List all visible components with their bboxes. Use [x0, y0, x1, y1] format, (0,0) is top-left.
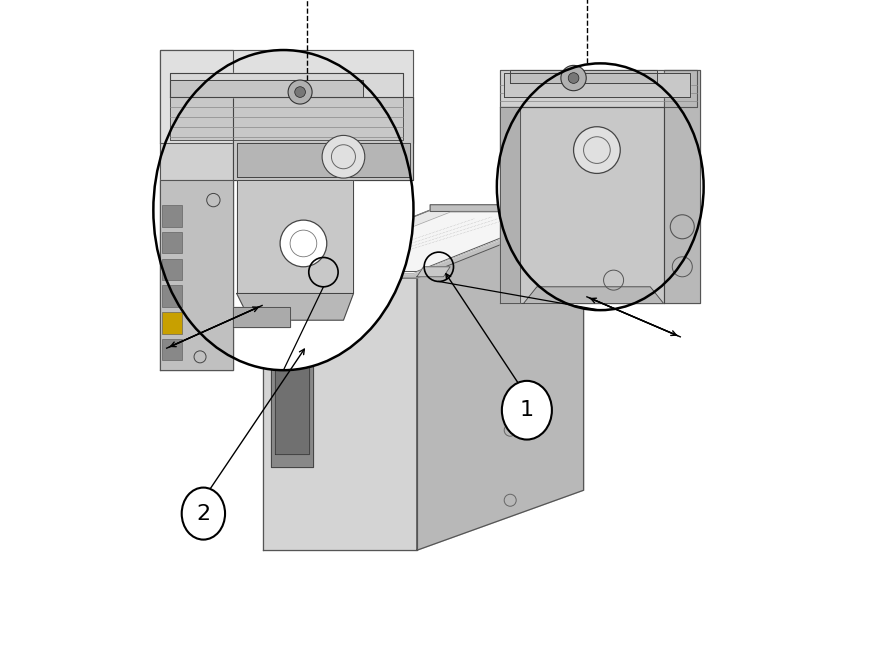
Polygon shape — [237, 143, 409, 177]
Ellipse shape — [501, 381, 551, 440]
Ellipse shape — [153, 50, 413, 370]
Polygon shape — [233, 307, 290, 327]
Polygon shape — [509, 70, 657, 83]
Polygon shape — [159, 50, 413, 143]
Text: 2: 2 — [196, 504, 210, 524]
Polygon shape — [416, 210, 583, 550]
Polygon shape — [170, 90, 403, 140]
Polygon shape — [170, 73, 403, 97]
Polygon shape — [500, 107, 519, 303]
Bar — [162, 205, 182, 227]
Ellipse shape — [182, 488, 225, 540]
Polygon shape — [500, 70, 696, 107]
Bar — [162, 232, 182, 253]
Bar — [162, 285, 182, 307]
Polygon shape — [503, 73, 689, 97]
Circle shape — [560, 65, 586, 91]
Polygon shape — [263, 277, 416, 550]
Circle shape — [288, 80, 312, 104]
Polygon shape — [416, 267, 450, 277]
Circle shape — [280, 220, 326, 267]
Polygon shape — [170, 80, 363, 97]
Polygon shape — [159, 50, 233, 370]
Bar — [162, 339, 182, 360]
Bar — [162, 312, 182, 334]
Polygon shape — [523, 287, 663, 303]
Circle shape — [568, 73, 579, 83]
Polygon shape — [159, 180, 233, 370]
Polygon shape — [233, 97, 413, 180]
Polygon shape — [237, 293, 353, 320]
Polygon shape — [237, 180, 353, 293]
Polygon shape — [263, 210, 583, 277]
Circle shape — [294, 87, 305, 97]
Polygon shape — [276, 293, 308, 454]
Text: 1: 1 — [519, 400, 533, 420]
Circle shape — [322, 135, 364, 178]
Circle shape — [573, 127, 619, 173]
Polygon shape — [500, 107, 663, 303]
Bar — [162, 259, 182, 280]
Polygon shape — [663, 70, 700, 303]
Polygon shape — [293, 212, 570, 273]
Ellipse shape — [496, 63, 703, 310]
Polygon shape — [271, 285, 313, 467]
Polygon shape — [263, 205, 583, 278]
